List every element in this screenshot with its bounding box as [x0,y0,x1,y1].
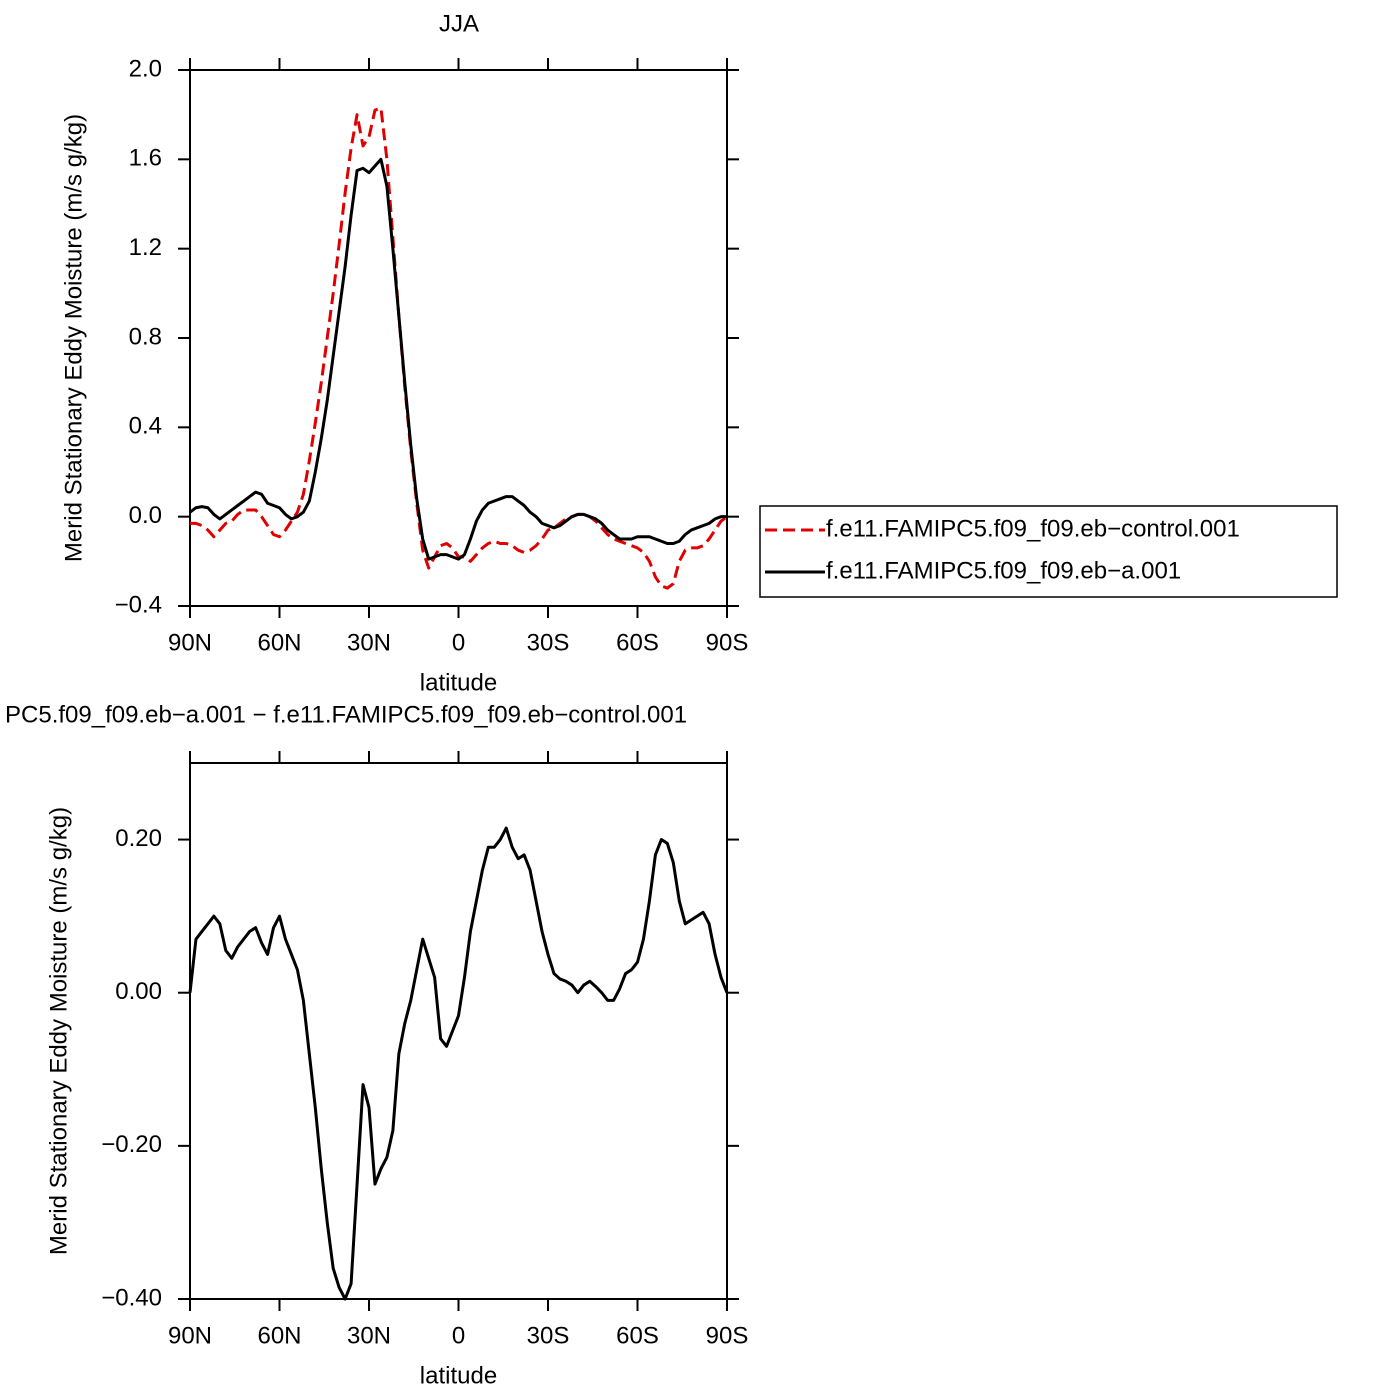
x-tick-label: 90N [168,629,212,656]
y-tick-label: −0.20 [101,1131,162,1158]
x-tick-label: 30S [527,629,570,656]
legend-box [759,505,1338,598]
x-tick-label: 60S [616,629,659,656]
x-tick-label: 90S [706,629,749,656]
y-tick-label: 0.00 [115,978,162,1005]
data-line [189,157,727,561]
x-axis-label: latitude [420,1362,497,1389]
y-tick-label: 0.20 [115,825,162,852]
y-tick-label: 0.4 [129,413,162,440]
y-tick-label: 2.0 [129,55,162,82]
legend-label: f.e11.FAMIPC5.f09_f09.eb−a.001 [826,557,1181,584]
chart-title: PC5.f09_f09.eb−a.001 − f.e11.FAMIPC5.f09… [5,701,687,728]
y-tick-label: −0.40 [101,1284,162,1311]
plot-frame [189,69,728,607]
plot-frame [189,762,728,1300]
x-tick-label: 0 [452,629,465,656]
x-tick-label: 30N [347,629,391,656]
legend-label: f.e11.FAMIPC5.f09_f09.eb−control.001 [826,515,1240,542]
y-tick-label: 1.2 [129,234,162,261]
y-tick-label: 0.8 [129,323,162,350]
data-line [190,106,728,590]
chart-title: JJA [439,10,479,37]
x-tick-label: 60S [616,1322,659,1349]
x-tick-label: 60N [257,1322,301,1349]
x-tick-label: 30N [347,1322,391,1349]
x-axis-label: latitude [420,669,497,696]
x-tick-label: 90N [168,1322,212,1349]
y-axis-label: Merid Stationary Eddy Moisture (m/s g/kg… [60,114,87,562]
x-tick-label: 90S [706,1322,749,1349]
y-tick-label: 0.0 [129,502,162,529]
x-tick-label: 0 [452,1322,465,1349]
x-tick-label: 60N [257,629,301,656]
y-tick-label: −0.4 [115,591,162,618]
y-axis-label: Merid Stationary Eddy Moisture (m/s g/kg… [45,807,72,1255]
x-tick-label: 30S [527,1322,570,1349]
data-line [188,826,729,1301]
y-tick-label: 1.6 [129,145,162,172]
